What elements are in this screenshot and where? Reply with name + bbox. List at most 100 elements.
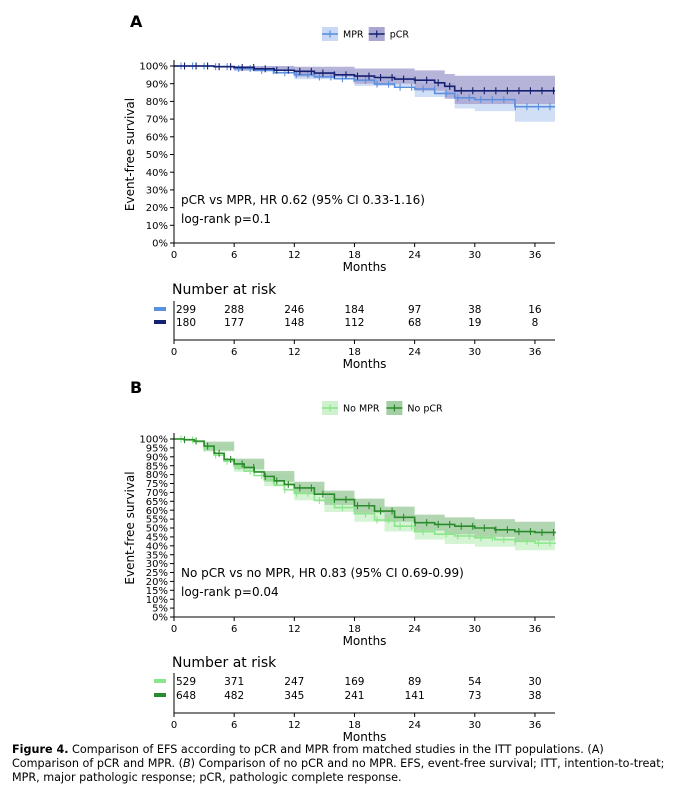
caption-label: Figure 4.: [12, 743, 69, 756]
x-tick-label: 12: [288, 624, 301, 635]
survival-curve-no-pcr: [174, 438, 556, 534]
y-tick-label: 90%: [146, 452, 168, 463]
censor-marks-no-pcr: [183, 436, 555, 536]
risk-x-tick-label: 18: [348, 347, 361, 358]
risk-count: 345: [284, 690, 304, 702]
risk-x-axis-title: Months: [343, 357, 387, 371]
hazard-ratio-annotation: pCR vs MPR, HR 0.62 (95% CI 0.33-1.16): [181, 193, 425, 207]
y-tick-label: 0%: [152, 613, 168, 624]
x-tick-label: 18: [348, 250, 361, 261]
y-tick-label: 100%: [139, 62, 168, 73]
risk-count: 371: [224, 676, 244, 688]
x-axis-title: Months: [343, 634, 387, 648]
legend: No MPR No pCR: [322, 401, 443, 415]
risk-count: 89: [408, 676, 421, 688]
risk-row-swatch: [154, 307, 166, 311]
risk-count: 54: [468, 676, 482, 688]
y-tick-label: 45%: [146, 533, 168, 544]
risk-count: 112: [344, 317, 364, 329]
y-tick-label: 80%: [146, 97, 168, 108]
y-tick-label: 5%: [152, 604, 168, 615]
y-tick-label: 0%: [152, 239, 168, 250]
risk-x-axis-title: Months: [343, 730, 387, 744]
caption-italic: B: [182, 757, 191, 770]
y-tick-label: 65%: [146, 497, 168, 508]
risk-count: 30: [528, 676, 541, 688]
x-tick-label: 6: [231, 624, 237, 635]
x-tick-label: 12: [288, 250, 301, 261]
risk-count: 19: [468, 317, 481, 329]
risk-count: 288: [224, 304, 244, 316]
risk-count: 148: [284, 317, 304, 329]
risk-x-tick-label: 24: [408, 347, 421, 358]
risk-x-tick-label: 0: [171, 720, 177, 731]
y-tick-label: 100%: [139, 435, 168, 446]
y-tick-label: 80%: [146, 470, 168, 481]
y-tick-label: 50%: [146, 150, 168, 161]
chart-panel-b: B No MPR No pCR 0%5%10%15%20%25%30%35%40%45…: [123, 378, 556, 744]
risk-x-tick-label: 24: [408, 720, 421, 731]
risk-count: 8: [532, 317, 539, 329]
y-tick-label: 35%: [146, 550, 168, 561]
ci-band-pcr: [174, 66, 555, 105]
x-tick-label: 24: [408, 250, 421, 261]
log-rank-annotation: log-rank p=0.04: [181, 585, 279, 599]
x-tick-label: 36: [529, 624, 542, 635]
y-tick-label: 95%: [146, 444, 168, 455]
risk-row-no-mpr: 529 371 247 169 89 54 30: [154, 676, 542, 688]
ci-band-no-pcr: [174, 439, 555, 545]
risk-x-tick-label: 36: [529, 720, 542, 731]
y-tick-label: 30%: [146, 559, 168, 570]
y-tick-label: 20%: [146, 203, 168, 214]
y-tick-label: 90%: [146, 79, 168, 90]
panel-label: A: [130, 12, 143, 31]
risk-row-swatch: [154, 679, 166, 683]
y-tick-label: 50%: [146, 524, 168, 535]
risk-x-tick-label: 12: [288, 347, 301, 358]
risk-count: 184: [344, 304, 364, 316]
y-tick-label: 20%: [146, 577, 168, 588]
risk-row-swatch: [154, 693, 166, 697]
y-tick-label: 60%: [146, 506, 168, 517]
censor-marks-no-mpr: [180, 435, 551, 547]
y-tick-label: 75%: [146, 479, 168, 490]
caption-text-2: ) Comparison of no pCR and no MPR. EFS, …: [12, 757, 665, 784]
risk-count: 482: [224, 690, 244, 702]
risk-table-title: Number at risk: [172, 282, 277, 298]
x-tick-label: 0: [171, 624, 177, 635]
x-tick-label: 30: [468, 624, 481, 635]
risk-x-tick-label: 6: [231, 347, 237, 358]
risk-x-tick-label: 18: [348, 720, 361, 731]
y-tick-label: 40%: [146, 168, 168, 179]
y-tick-label: 10%: [146, 221, 168, 232]
legend-item-mpr: MPR: [322, 27, 364, 41]
censor-marks-pcr: [183, 62, 555, 95]
x-tick-label: 36: [529, 250, 542, 261]
legend-label: MPR: [343, 30, 364, 41]
panel-label: B: [130, 378, 142, 397]
hazard-ratio-annotation: No pCR vs no MPR, HR 0.83 (95% CI 0.69-0…: [181, 566, 464, 580]
risk-count: 38: [528, 690, 541, 702]
risk-count: 180: [176, 317, 196, 329]
legend: MPR pCR: [322, 27, 409, 41]
risk-count: 246: [284, 304, 304, 316]
risk-count: 177: [224, 317, 244, 329]
legend-item-pcr: pCR: [368, 27, 409, 41]
risk-row-no-pcr: 648 482 345 241 141 73 38: [154, 690, 542, 702]
y-tick-label: 70%: [146, 115, 168, 126]
legend-item-no-pcr: No pCR: [386, 401, 443, 415]
risk-count: 529: [176, 676, 196, 688]
y-tick-label: 10%: [146, 595, 168, 606]
x-axis-title: Months: [343, 260, 387, 274]
y-tick-label: 15%: [146, 586, 168, 597]
risk-x-tick-label: 30: [468, 347, 481, 358]
risk-count: 648: [176, 690, 196, 702]
x-tick-label: 30: [468, 250, 481, 261]
y-tick-label: 40%: [146, 541, 168, 552]
caption-text-1: Comparison of EFS according to pCR and M…: [12, 743, 604, 770]
legend-label: No pCR: [407, 404, 443, 415]
x-tick-label: 6: [231, 250, 237, 261]
x-tick-label: 18: [348, 624, 361, 635]
y-axis-title: Event-free survival: [123, 471, 137, 584]
